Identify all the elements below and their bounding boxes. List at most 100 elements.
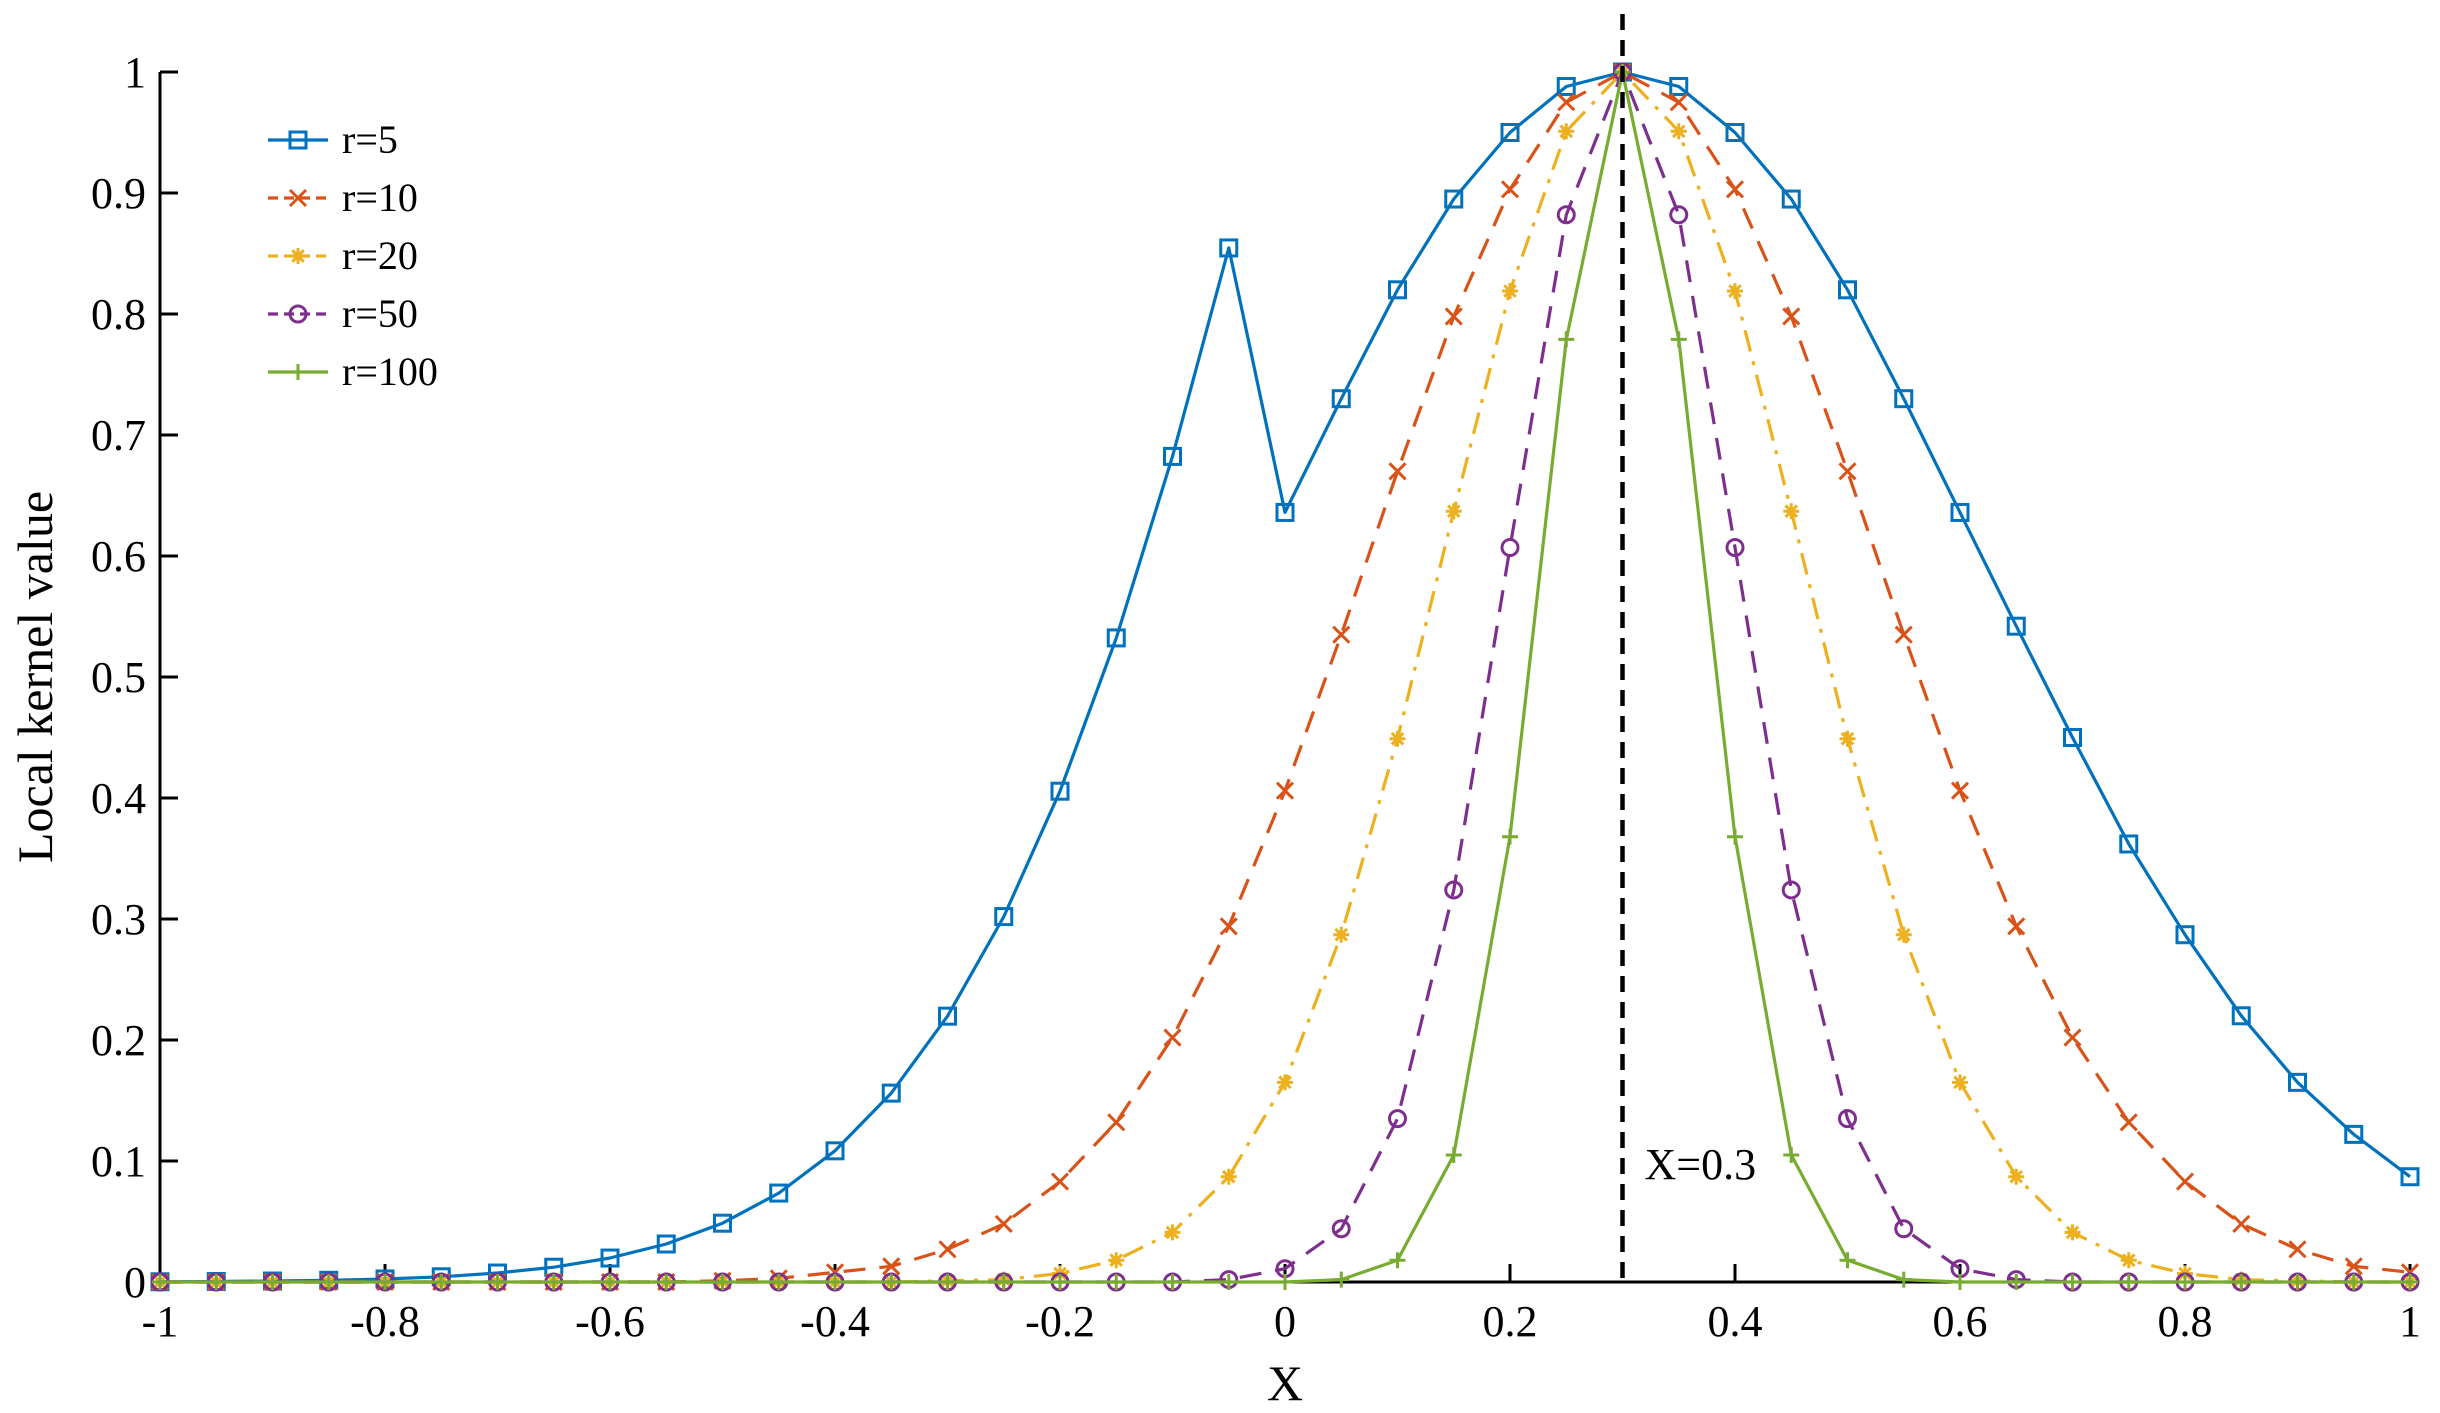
data-point [1052, 1274, 1068, 1290]
data-point [2344, 1124, 2364, 1144]
data-point [1277, 1074, 1293, 1091]
x-axis-label: X [1267, 1355, 1303, 1411]
data-point [938, 1006, 957, 1026]
data-point [2402, 1274, 2418, 1290]
data-point [994, 907, 1014, 927]
data-point [2120, 1274, 2137, 1290]
data-point [1895, 926, 1912, 943]
data-point [1220, 1168, 1237, 1185]
data-point [714, 1274, 731, 1290]
x-tick-label: 0 [1274, 1297, 1296, 1346]
data-point [713, 1213, 732, 1233]
y-tick-label: 0.8 [91, 290, 146, 339]
reference-line-group: X=0.3 [1620, 14, 1756, 1282]
x-tick-label: -0.4 [800, 1297, 870, 1346]
series-line [160, 70, 2410, 1284]
data-point [2007, 917, 2026, 936]
data-point [883, 1274, 900, 1290]
data-point [2289, 1274, 2306, 1290]
data-point [2064, 1274, 2081, 1290]
data-point [208, 1274, 225, 1290]
data-point [1106, 628, 1126, 648]
data-point [1444, 189, 1464, 209]
legend-item: r=100 [268, 349, 438, 394]
y-tick-label: 0.5 [91, 653, 146, 702]
data-point [1220, 1274, 1237, 1290]
x-tick-label: 0.4 [1708, 1297, 1763, 1346]
data-point [1445, 1146, 1462, 1163]
data-point [1727, 283, 1743, 300]
data-point [1725, 180, 1745, 199]
data-point [2119, 1113, 2138, 1132]
x-tick-label: 0.8 [2158, 1297, 2213, 1346]
data-point [1445, 503, 1462, 520]
data-point [2233, 1274, 2250, 1290]
data-point [1670, 123, 1687, 140]
data-point [1388, 280, 1407, 300]
data-point [2288, 1240, 2307, 1259]
data-point [1050, 1172, 1070, 1191]
y-axis-label: Local kernel value [7, 491, 63, 863]
data-point [1725, 538, 1745, 558]
data-point [264, 1274, 281, 1290]
data-point [1839, 1252, 1856, 1269]
series-r-5 [150, 62, 2420, 1292]
data-point [1500, 538, 1520, 558]
legend-item: r=10 [268, 175, 418, 220]
data-point [1838, 1109, 1857, 1129]
data-point [1389, 1252, 1406, 1269]
data-point [2231, 1006, 2251, 1026]
data-point [939, 1274, 956, 1290]
data-point [489, 1274, 506, 1290]
data-point [2400, 1167, 2420, 1187]
data-point [2120, 1252, 2137, 1269]
data-point [288, 188, 308, 208]
data-point [2064, 1224, 2081, 1241]
data-point [1332, 625, 1351, 644]
data-point [1107, 1113, 1126, 1132]
data-point [827, 1274, 843, 1290]
data-point [1050, 781, 1070, 801]
data-point [1108, 1274, 1125, 1290]
x-tick-label: -1 [142, 1297, 179, 1346]
legend-label: r=10 [342, 175, 418, 220]
data-point [1894, 625, 1913, 644]
data-point [881, 1083, 901, 1103]
data-point [938, 1240, 957, 1259]
data-point [1556, 205, 1576, 225]
series-line [160, 70, 2410, 1284]
data-point [1952, 1074, 1968, 1091]
data-point [1950, 502, 1970, 522]
x-tick-label: -0.8 [350, 1297, 420, 1346]
data-point [1388, 462, 1407, 481]
data-point [2063, 728, 2082, 747]
data-point [2232, 1214, 2251, 1233]
data-point [1389, 730, 1406, 747]
data-point [2119, 834, 2139, 854]
x-tick-label: -0.2 [1025, 1297, 1095, 1346]
data-point [1782, 307, 1801, 326]
data-point [1108, 1252, 1125, 1269]
data-point [2344, 1257, 2363, 1276]
y-tick-label: 1 [124, 48, 146, 97]
data-point [1669, 93, 1688, 112]
data-point [2175, 925, 2195, 945]
data-point [1333, 1271, 1350, 1288]
data-point [1219, 917, 1238, 936]
data-point [1333, 926, 1350, 943]
data-point [2288, 1072, 2307, 1092]
data-point [377, 1274, 393, 1290]
data-point [1838, 462, 1857, 481]
data-point [152, 1274, 168, 1290]
data-point [288, 130, 308, 150]
data-point [433, 1274, 450, 1290]
data-point [656, 1234, 676, 1254]
series-r-100 [152, 64, 2418, 1290]
data-point [1444, 307, 1463, 326]
data-point [994, 1214, 1013, 1233]
x-tick-label: 0.6 [1933, 1297, 1988, 1346]
data-point [2006, 616, 2026, 636]
series-r-10 [150, 62, 2420, 1292]
y-tick-label: 0.2 [91, 1016, 146, 1065]
data-point [1163, 446, 1182, 466]
